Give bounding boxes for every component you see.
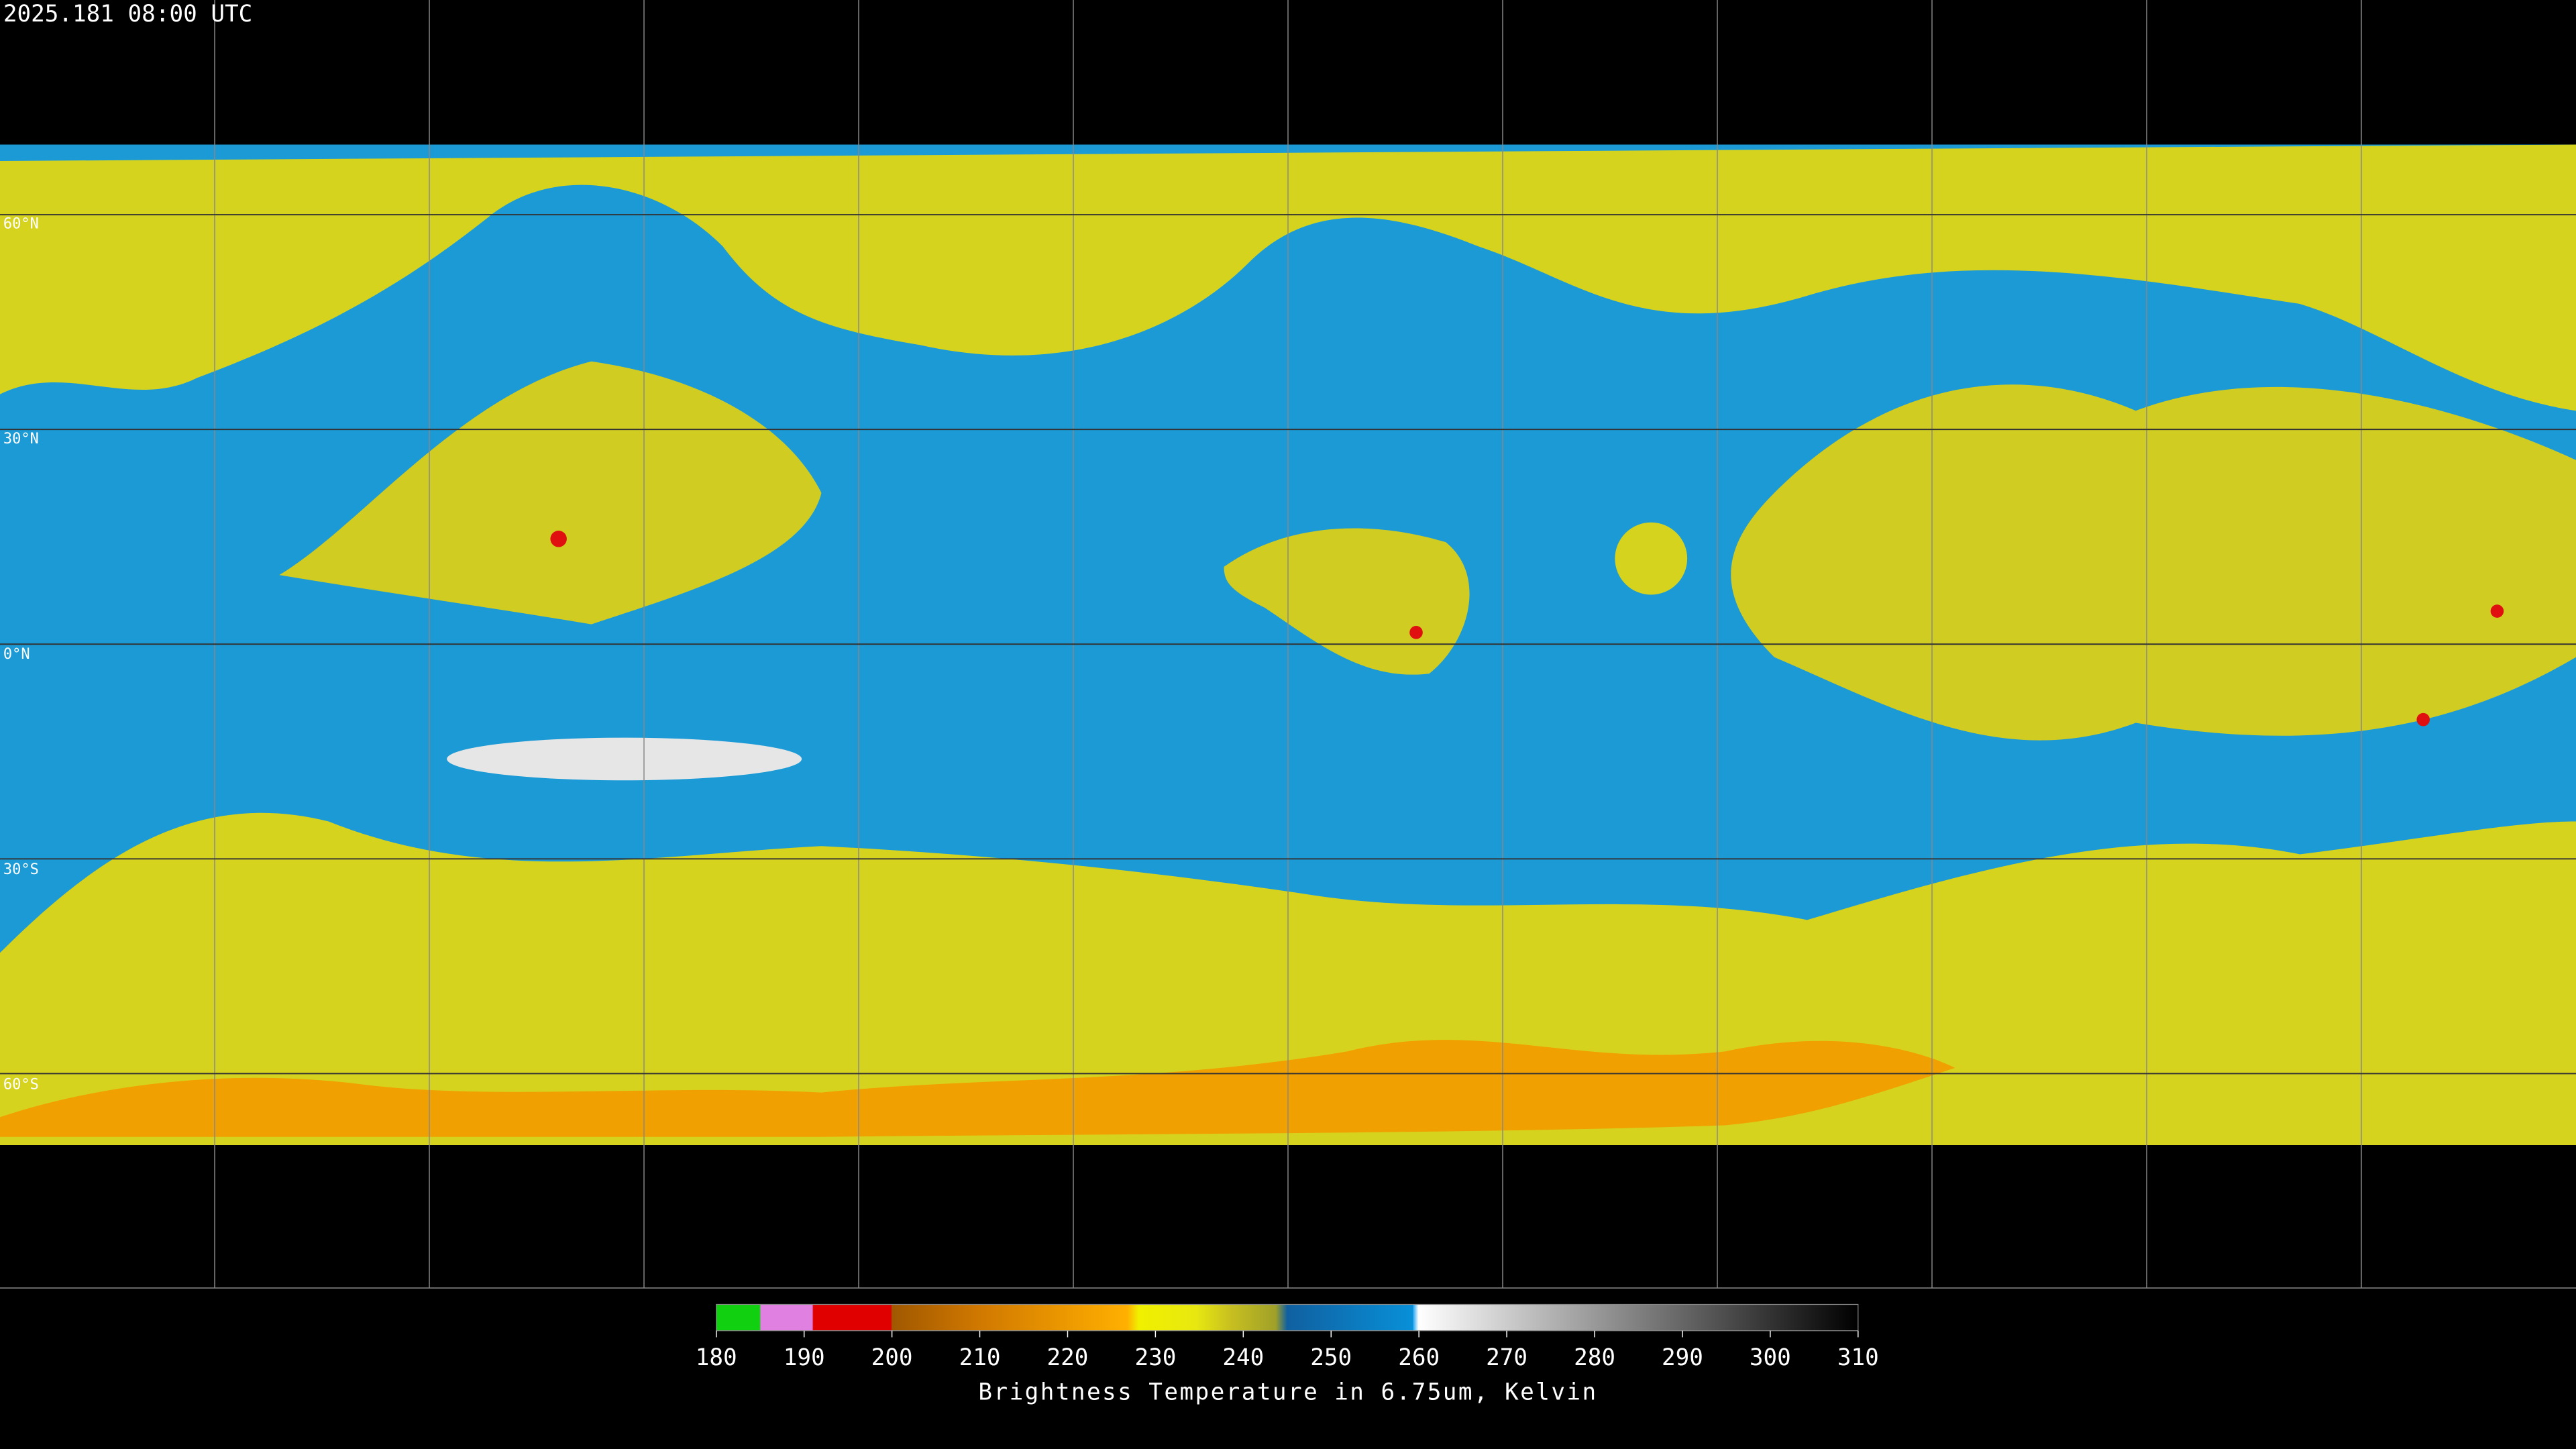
lat-label: 60°N xyxy=(3,215,39,232)
timestamp: 2025.181 08:00 UTC xyxy=(3,1,252,28)
colorbar-tick-label: 250 xyxy=(1310,1344,1352,1371)
america-convection xyxy=(279,361,822,625)
colorbar-tick-label: 190 xyxy=(784,1344,825,1371)
dry-slot xyxy=(447,737,802,781)
graticule xyxy=(0,0,2576,1289)
colorbar-tick-label: 200 xyxy=(871,1344,913,1371)
colorbar-tick-label: 300 xyxy=(1750,1344,1791,1371)
colorbar-tick-label: 210 xyxy=(959,1344,1001,1371)
cold-top xyxy=(2490,604,2504,618)
lat-label: 60°S xyxy=(3,1077,39,1093)
colorbar-ticks: 180 190 200 210 220 230 240 250 260 270 280 290 300 3… xyxy=(696,1330,1879,1371)
lat-label: 30°N xyxy=(3,431,39,447)
colorbar-tick-label: 260 xyxy=(1398,1344,1440,1371)
colorbar-tick-label: 230 xyxy=(1134,1344,1176,1371)
latitude-labels: 60°N 30°N 0°N 30°S 60°S xyxy=(3,215,39,1093)
lat-label: 0°N xyxy=(3,646,30,663)
colorbar-tick-label: 290 xyxy=(1662,1344,1703,1371)
cold-top xyxy=(550,531,567,547)
colorbar xyxy=(716,1303,1859,1332)
east-convection xyxy=(1731,384,2576,741)
lat-label: 30°S xyxy=(3,861,39,878)
colorbar-tick-label: 240 xyxy=(1222,1344,1264,1371)
cold-top xyxy=(2416,712,2430,727)
colorbar-tick-label: 270 xyxy=(1486,1344,1527,1371)
colorbar-tick-label: 310 xyxy=(1837,1344,1879,1371)
cold-top xyxy=(1409,626,1423,639)
colorbar-label: Brightness Temperature in 6.75um, Kelvin xyxy=(978,1379,1597,1406)
colorbar-tick-label: 280 xyxy=(1574,1344,1615,1371)
colorbar-tick-label: 220 xyxy=(1047,1344,1089,1371)
south-cold-band xyxy=(0,1040,1955,1137)
africa-convection xyxy=(1224,528,1470,675)
colorbar-tick-label: 180 xyxy=(696,1344,737,1371)
cloud-cluster xyxy=(1615,522,1688,595)
